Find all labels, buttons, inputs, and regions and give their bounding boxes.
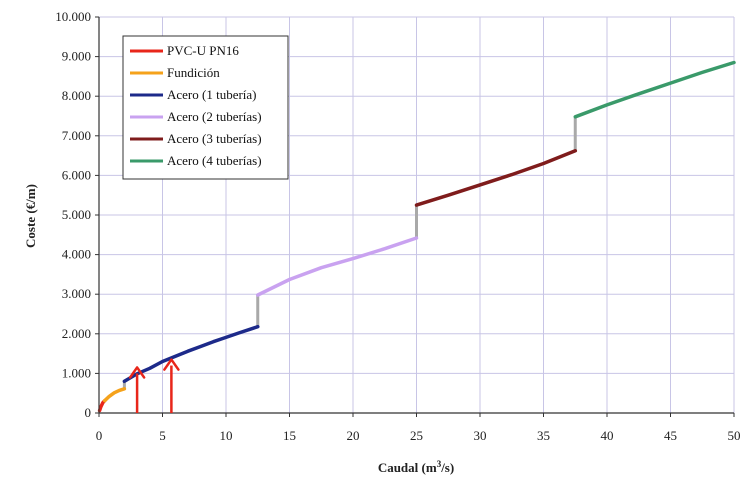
legend-label: Acero (4 tuberías) [167, 153, 262, 168]
legend: PVC-U PN16 Fundición Acero (1 tubería) Acer… [122, 35, 289, 180]
x-tick-label: 40 [601, 428, 614, 443]
x-axis-title-tail: /s) [440, 460, 454, 475]
x-axis-title-main: Caudal (m [378, 460, 437, 475]
x-axis-title-superscript: 3 [437, 459, 442, 469]
x-tick-label: 50 [728, 428, 741, 443]
y-tick-label: 0 [85, 405, 92, 420]
x-axis-title: Caudal (m3/s) [378, 459, 454, 475]
series-line [573, 60, 736, 119]
series-lines [97, 60, 736, 413]
legend-box [122, 35, 289, 180]
legend-entry: Acero (2 tuberías) [130, 109, 262, 124]
legend-entry: Acero (3 tuberías) [130, 131, 262, 146]
legend-label: Acero (3 tuberías) [167, 131, 262, 146]
y-tick-label: 4.000 [62, 247, 91, 262]
legend-entry: Acero (1 tubería) [130, 87, 257, 102]
x-tick-label: 10 [220, 428, 233, 443]
x-tick-label: 35 [537, 428, 550, 443]
x-tick-label: 5 [159, 428, 166, 443]
annotation-arrow [128, 366, 146, 413]
legend-entry: Acero (4 tuberías) [130, 153, 262, 168]
y-tick-label: 10.000 [55, 9, 91, 24]
series-line [256, 236, 419, 297]
x-tick-label: 25 [410, 428, 423, 443]
legend-entry: PVC-U PN16 [130, 43, 239, 58]
series-line [122, 324, 260, 384]
y-tick-label: 7.000 [62, 128, 91, 143]
annotation-arrow [163, 358, 180, 413]
series-line [414, 149, 578, 207]
x-tick-label: 0 [96, 428, 103, 443]
x-tick-label: 20 [347, 428, 360, 443]
x-tick-label: 15 [283, 428, 296, 443]
annotation-arrows [128, 358, 180, 413]
x-tick-label: 30 [474, 428, 487, 443]
y-tick-label: 5.000 [62, 207, 91, 222]
legend-label: Acero (2 tuberías) [167, 109, 262, 124]
y-tick-label: 8.000 [62, 88, 91, 103]
legend-entry: Fundición [130, 65, 220, 80]
y-tick-label: 1.000 [62, 365, 91, 380]
legend-label: PVC-U PN16 [167, 43, 239, 58]
y-tick-label: 2.000 [62, 326, 91, 341]
tick-labels: 0 1.000 2.000 3.000 4.000 5.000 6.000 7.000 8.00… [55, 9, 740, 443]
legend-label: Fundición [167, 65, 220, 80]
x-tick-label: 45 [664, 428, 677, 443]
y-tick-label: 6.000 [62, 167, 91, 182]
axes [95, 16, 735, 417]
legend-label: Acero (1 tubería) [167, 87, 257, 102]
y-tick-label: 9.000 [62, 49, 91, 64]
series-line [102, 387, 127, 403]
y-axis-title: Coste (€/m) [23, 184, 38, 248]
y-tick-label: 3.000 [62, 286, 91, 301]
